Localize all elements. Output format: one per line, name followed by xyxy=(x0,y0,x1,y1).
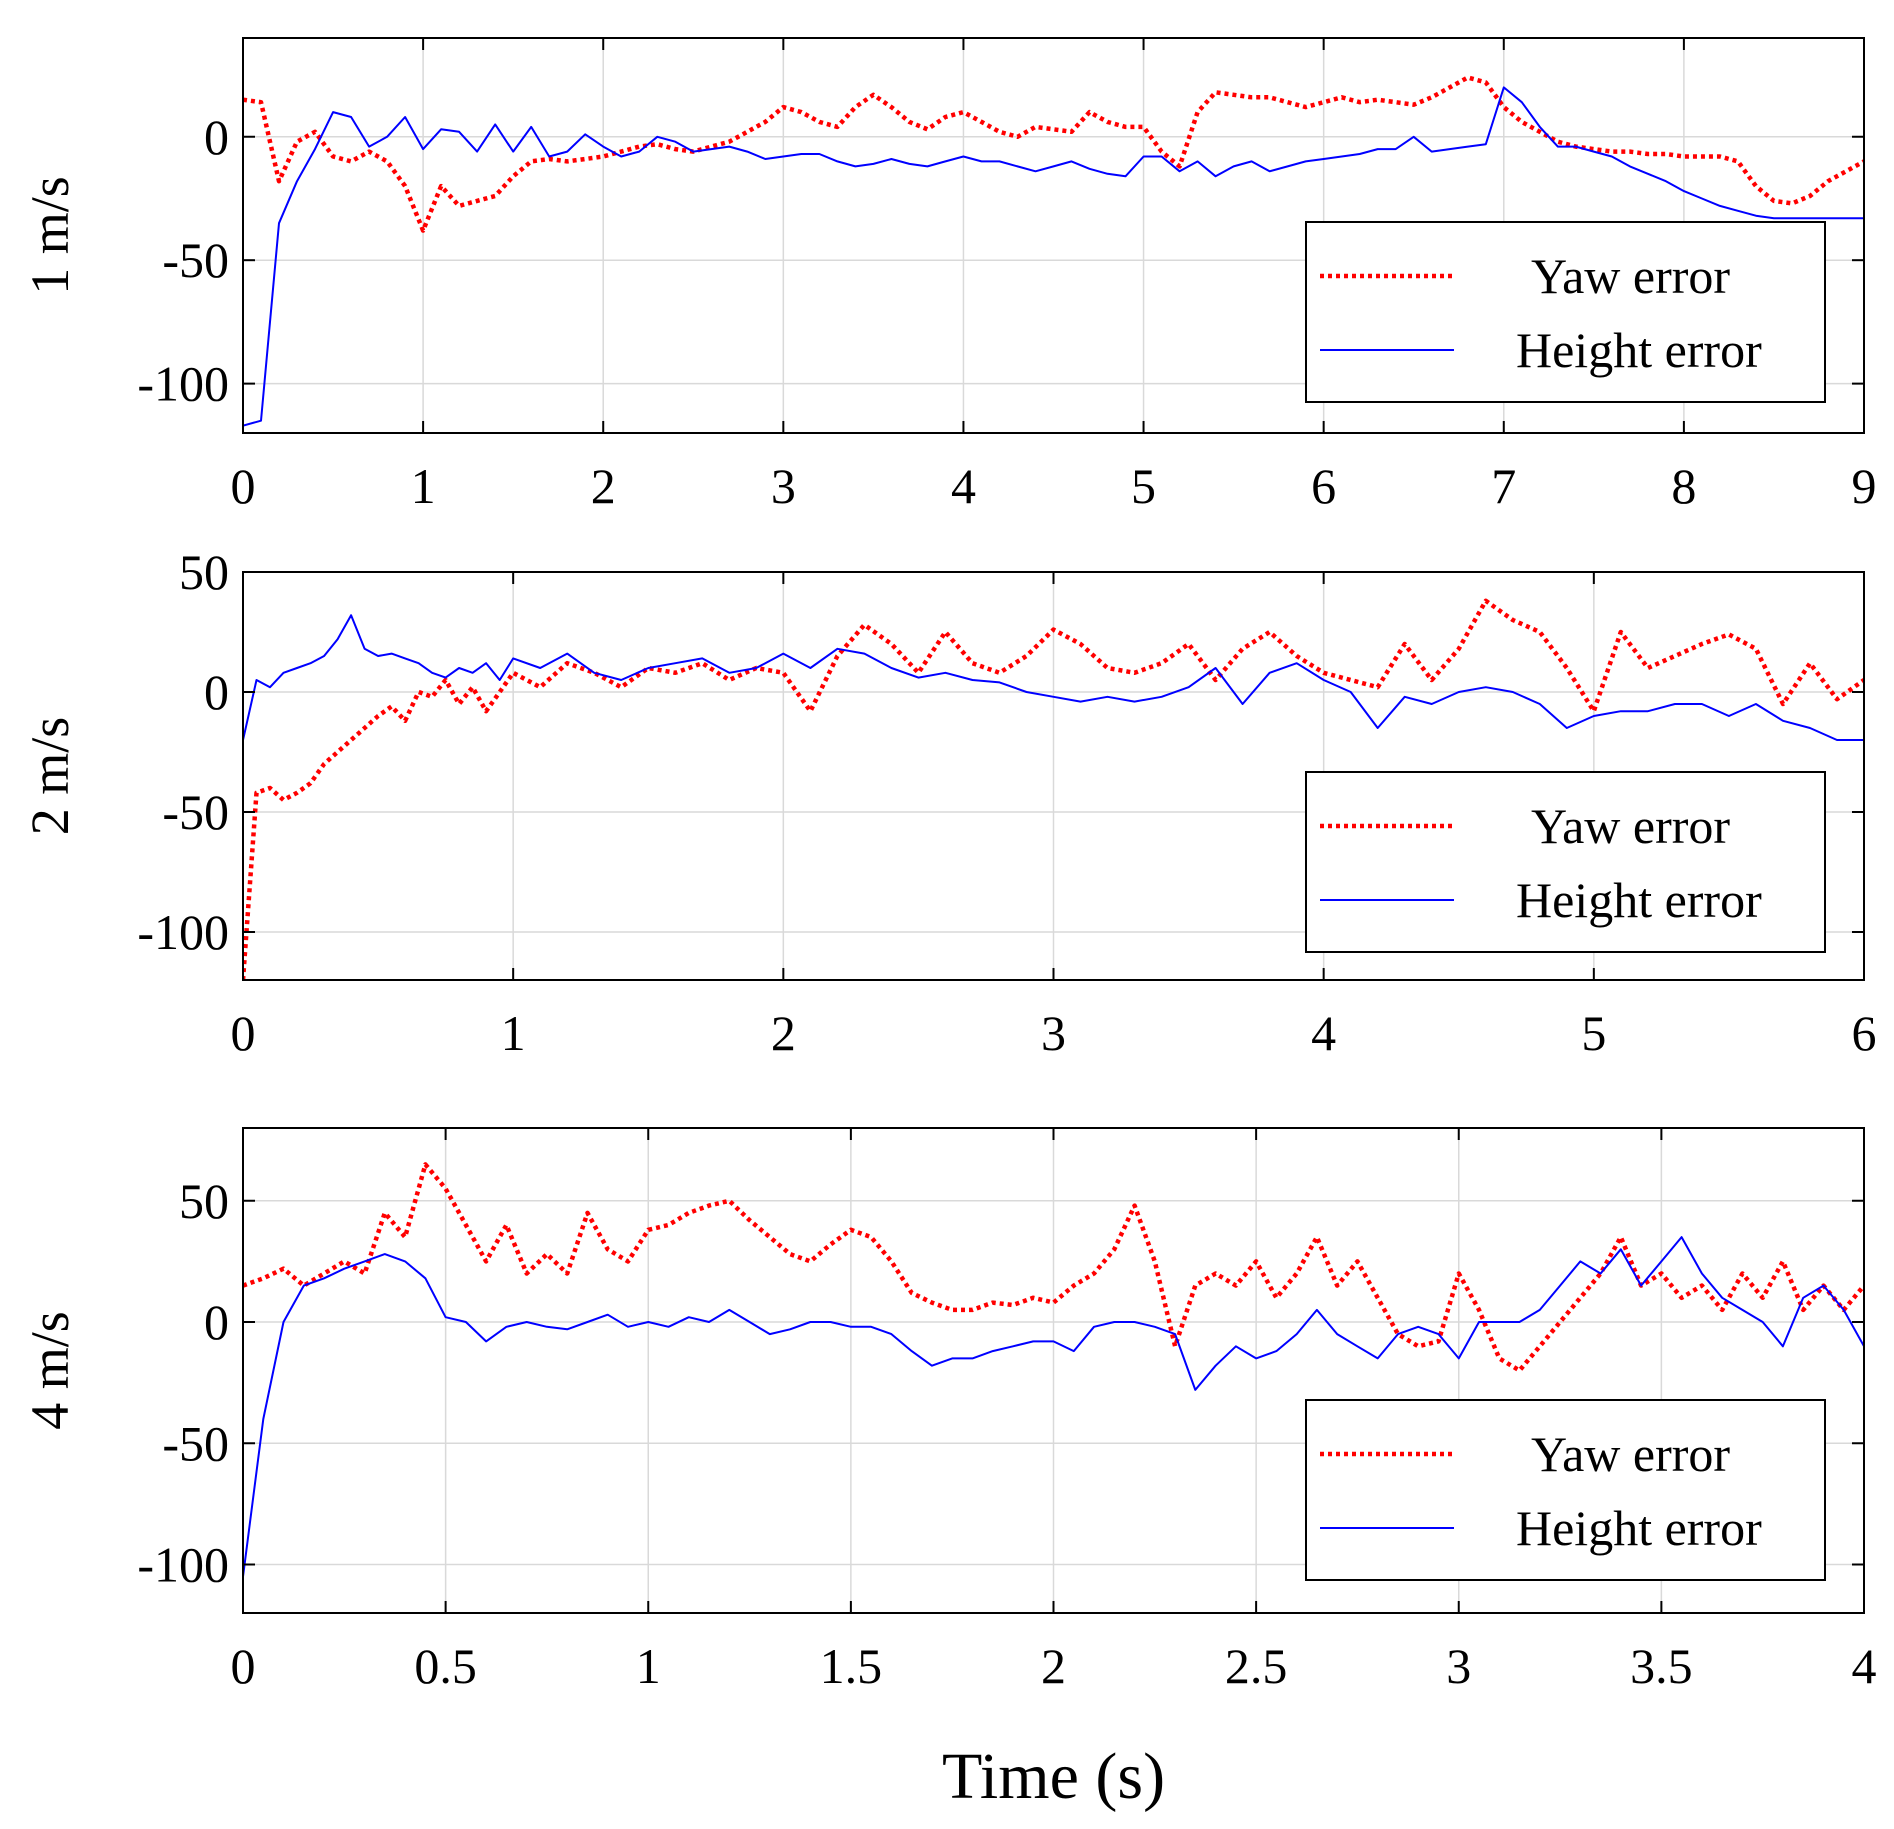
x-tick-label: 5 xyxy=(1131,458,1156,514)
legend: Yaw error Height error xyxy=(1305,221,1826,403)
legend-label-height: Height error xyxy=(1516,872,1762,928)
x-tick-label: 3 xyxy=(1041,1005,1066,1061)
x-tick-label: 2.5 xyxy=(1225,1638,1288,1694)
x-tick-label: 6 xyxy=(1852,1005,1877,1061)
y-axis-label: 1 m/s xyxy=(20,176,80,295)
y-axis-label: 4 m/s xyxy=(20,1311,80,1430)
panel-3: 0 0.5 1 1.5 2 2.5 3 3.5 4 50 0 -50 -100 4 m/s Yaw er… xyxy=(20,1127,1877,1694)
legend-box xyxy=(1305,221,1826,403)
legend-label-yaw: Yaw error xyxy=(1531,1426,1730,1482)
x-axis-label: Time (s) xyxy=(942,1740,1165,1813)
x-tick-label: 0 xyxy=(231,1638,256,1694)
y-tick-label: 0 xyxy=(204,1294,229,1350)
x-tick-label: 4 xyxy=(1852,1638,1877,1694)
legend-box xyxy=(1305,1399,1826,1581)
y-tick-label: -50 xyxy=(162,232,229,288)
x-tick-label: 4 xyxy=(1311,1005,1336,1061)
yaw-error-line xyxy=(243,1162,1864,1373)
yaw-error-line xyxy=(243,598,1864,980)
legend-label-height: Height error xyxy=(1516,322,1762,378)
x-tick-label: 1.5 xyxy=(820,1638,883,1694)
x-tick-label: 9 xyxy=(1852,458,1877,514)
x-tick-label: 3 xyxy=(1446,1638,1471,1694)
x-tick-label: 1 xyxy=(501,1005,526,1061)
x-tick-label: 8 xyxy=(1671,458,1696,514)
legend-label-yaw: Yaw error xyxy=(1531,798,1730,854)
panel-1: 0 1 2 3 4 5 6 7 8 9 0 -50 -100 1 m/s Yaw error Heigh… xyxy=(20,37,1877,514)
y-tick-label: 50 xyxy=(179,544,229,600)
x-tick-label: 4 xyxy=(951,458,976,514)
y-tick-label: 50 xyxy=(179,1173,229,1229)
x-tick-label: 3.5 xyxy=(1630,1638,1693,1694)
x-tick-label: 0 xyxy=(231,458,256,514)
x-tick-label: 6 xyxy=(1311,458,1336,514)
y-tick-label: -50 xyxy=(162,1415,229,1471)
y-tick-label: -50 xyxy=(162,784,229,840)
height-error-line xyxy=(243,614,1864,741)
x-tick-label: 2 xyxy=(591,458,616,514)
legend-label-yaw: Yaw error xyxy=(1531,248,1730,304)
legend-box xyxy=(1305,771,1826,953)
y-tick-label: 0 xyxy=(204,664,229,720)
x-tick-label: 2 xyxy=(771,1005,796,1061)
height-error-line xyxy=(243,1236,1864,1577)
x-tick-label: 7 xyxy=(1491,458,1516,514)
x-tick-label: 3 xyxy=(771,458,796,514)
x-tick-label: 2 xyxy=(1041,1638,1066,1694)
height-error-line xyxy=(243,86,1864,427)
axes-frame xyxy=(242,37,1865,434)
x-tick-label: 0 xyxy=(231,1005,256,1061)
legend: Yaw error Height error xyxy=(1305,1399,1826,1581)
legend-label-height: Height error xyxy=(1516,1500,1762,1556)
x-tick-label: 1 xyxy=(636,1638,661,1694)
y-tick-label: -100 xyxy=(137,904,229,960)
panel-2: 0 1 2 3 4 5 6 50 0 -50 -100 2 m/s Yaw error Height… xyxy=(20,544,1877,1061)
legend: Yaw error Height error xyxy=(1305,771,1826,953)
y-axis-label: 2 m/s xyxy=(20,717,80,836)
y-tick-label: -100 xyxy=(137,1537,229,1593)
y-tick-label: -100 xyxy=(137,356,229,412)
x-tick-label: 0.5 xyxy=(414,1638,477,1694)
x-tick-label: 1 xyxy=(411,458,436,514)
x-tick-label: 5 xyxy=(1581,1005,1606,1061)
y-tick-label: 0 xyxy=(204,109,229,165)
